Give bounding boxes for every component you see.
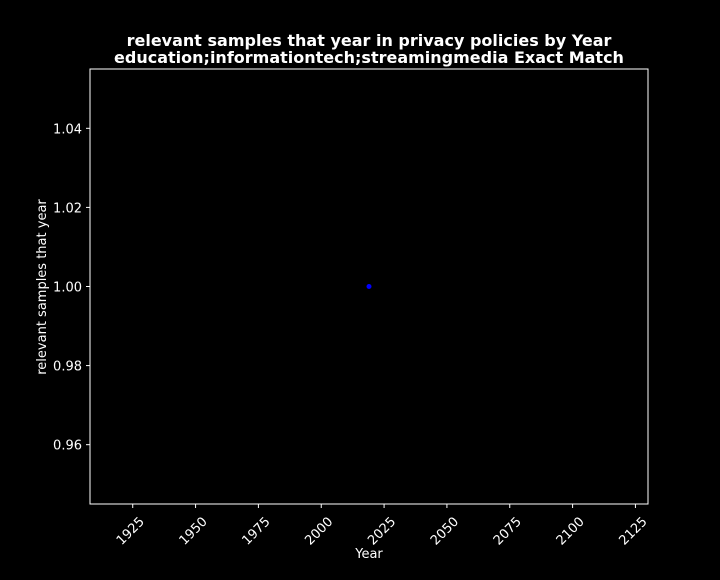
x-tick-label: 2000 <box>302 514 336 548</box>
y-tick-label: 1.04 <box>53 122 82 137</box>
x-tick-label: 1950 <box>177 514 211 548</box>
y-tick-label: 1.00 <box>53 281 82 296</box>
x-tick-label: 2025 <box>365 514 399 548</box>
y-tick-label: 0.96 <box>53 439 82 454</box>
y-axis-label: relevant samples that year <box>35 199 50 375</box>
chart-title: relevant samples that year in privacy po… <box>127 31 612 50</box>
data-points <box>366 284 372 289</box>
x-axis: 1925 1950 1975 2000 2025 2050 2075 2100 2125 <box>114 504 651 549</box>
chart-subtitle: education;informationtech;streamingmedia… <box>114 48 624 67</box>
y-tick-label: 0.98 <box>53 360 82 375</box>
x-tick-label: 2100 <box>554 514 588 548</box>
data-point <box>366 284 372 289</box>
x-tick-label: 1925 <box>114 514 148 548</box>
y-axis: 0.96 0.98 1.00 1.02 1.04 <box>53 122 90 454</box>
x-tick-label: 2125 <box>617 514 651 548</box>
x-tick-label: 2050 <box>428 514 462 548</box>
x-tick-label: 1975 <box>239 514 273 548</box>
y-tick-label: 1.02 <box>53 201 82 216</box>
x-axis-label: Year <box>354 547 383 562</box>
x-tick-label: 2075 <box>491 514 525 548</box>
